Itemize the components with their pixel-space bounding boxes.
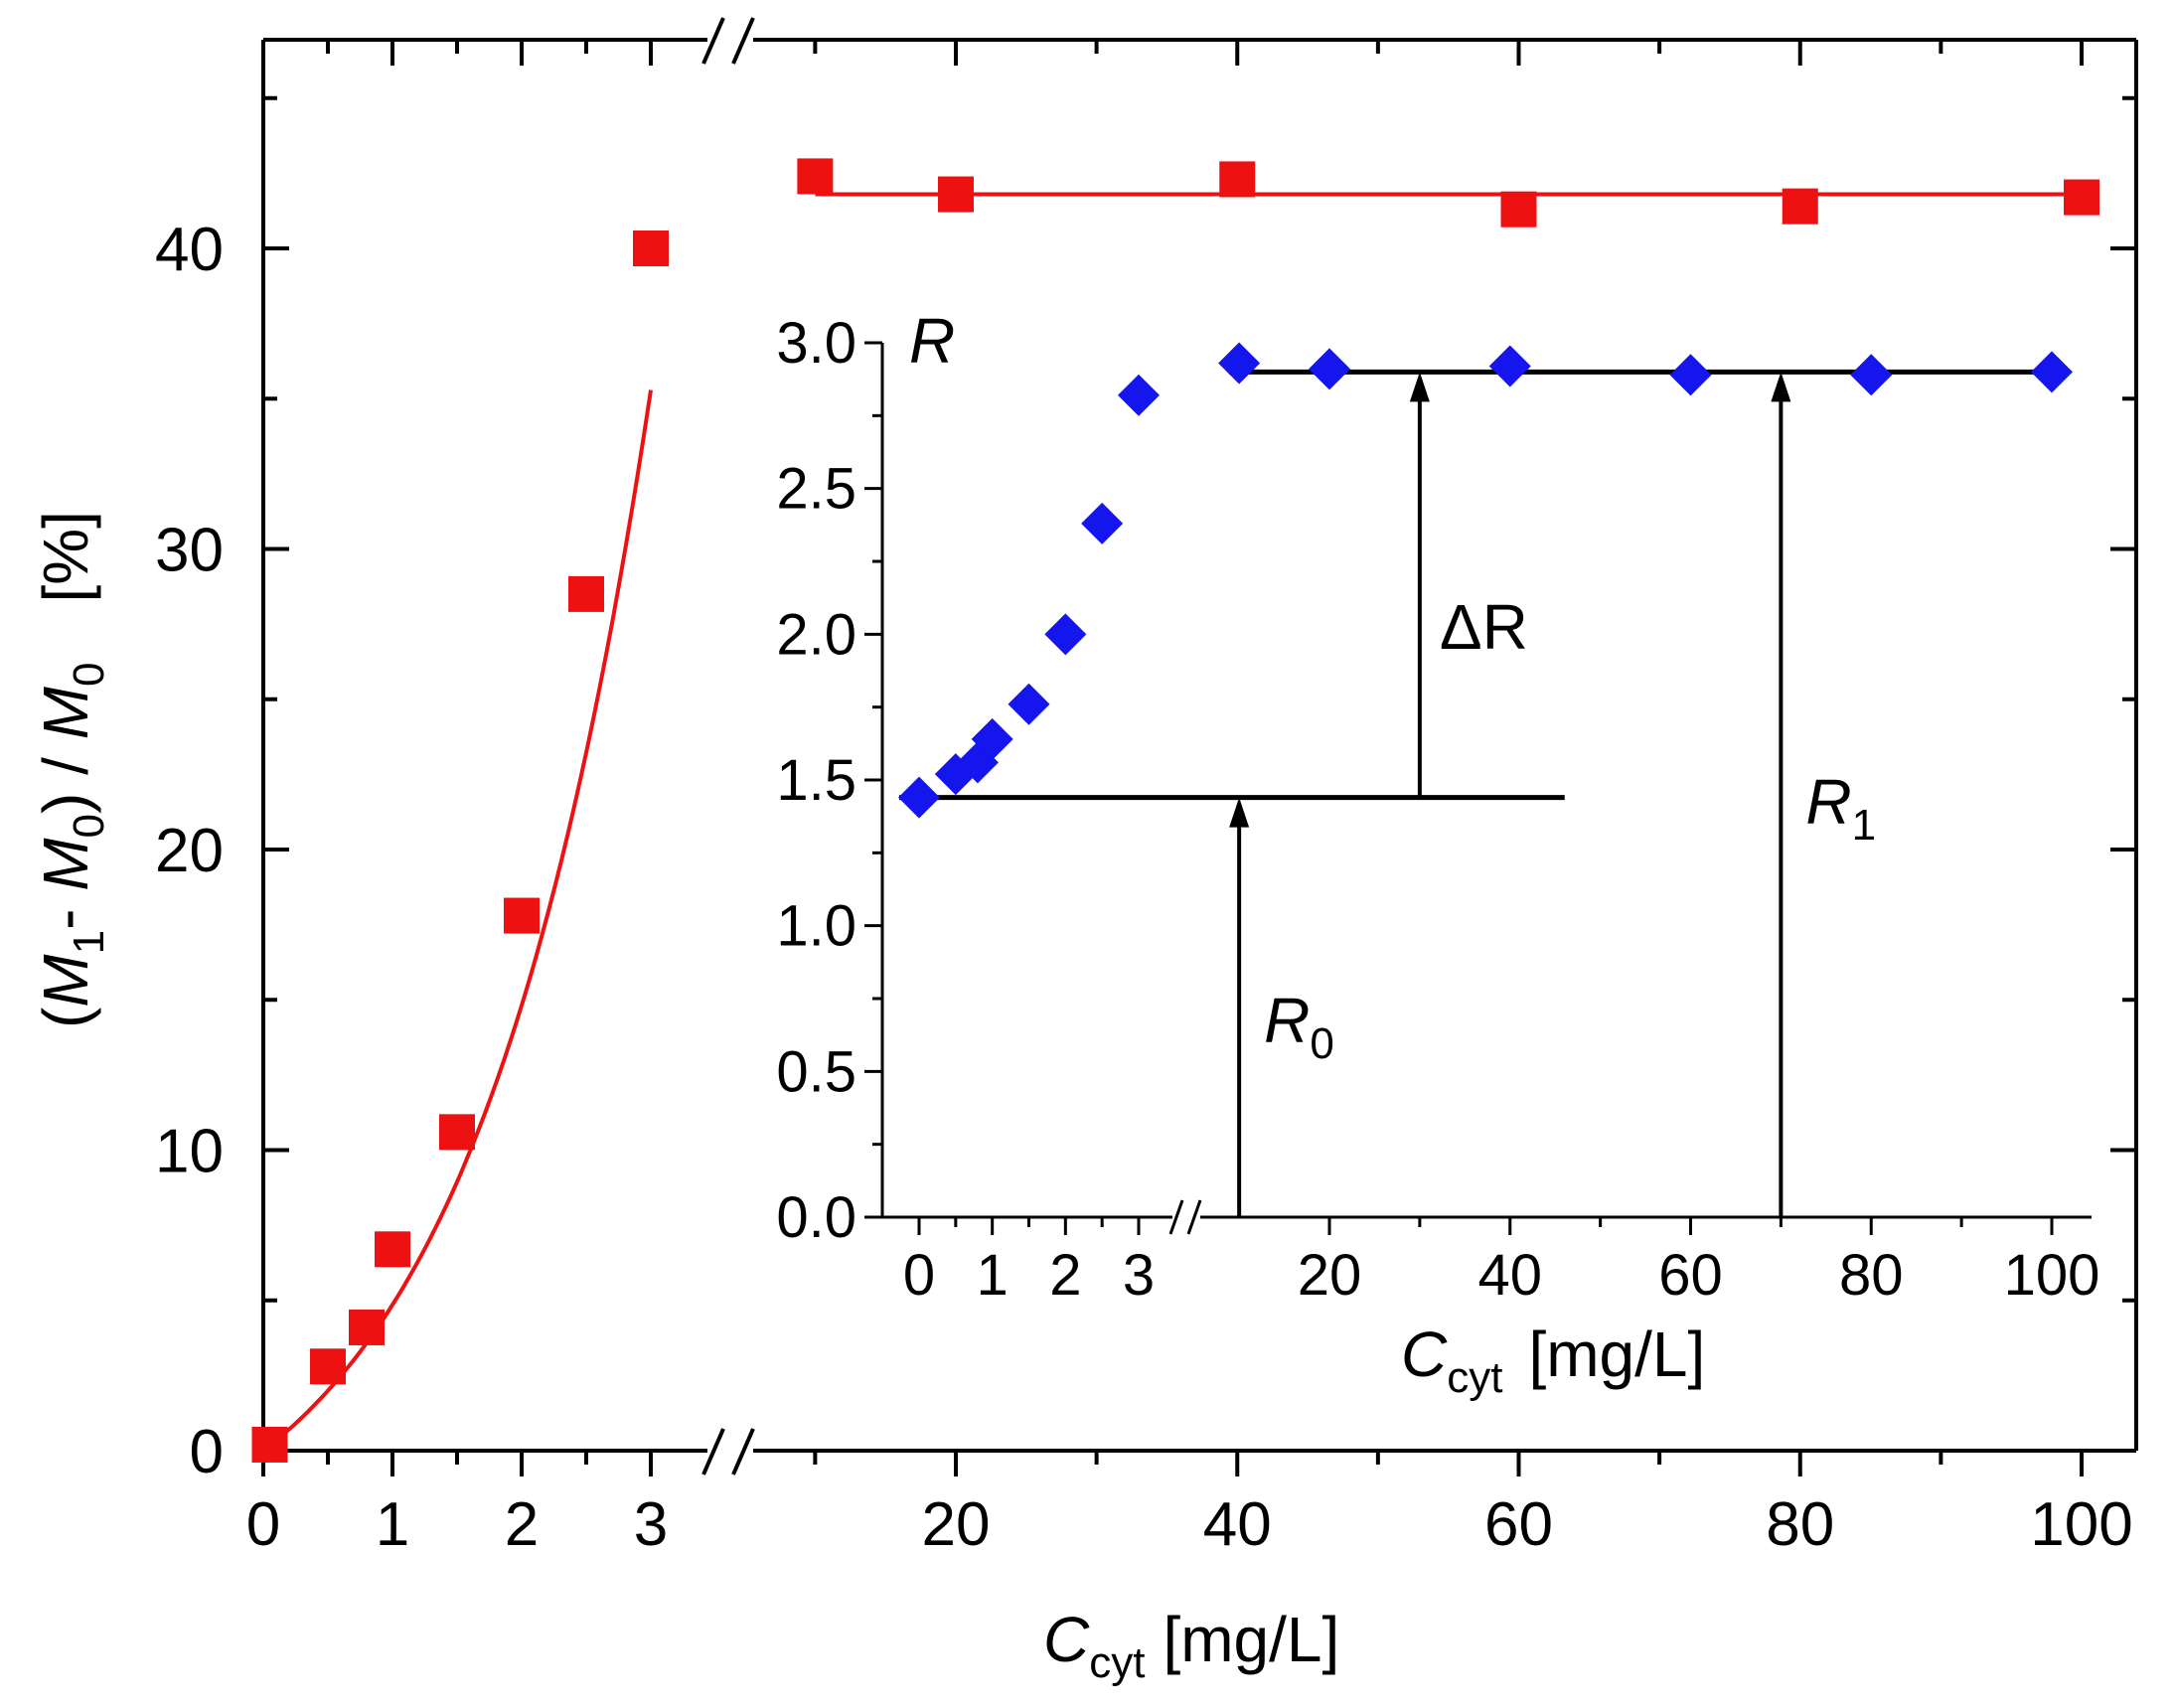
main-point-low	[568, 575, 604, 612]
inset-point-plateau	[1669, 354, 1712, 396]
delta-r-arrow-head	[1409, 372, 1430, 402]
main-point-high	[938, 176, 974, 213]
inset-point-rise	[1008, 683, 1050, 725]
inset-y-tick-label: 2.0	[776, 602, 856, 667]
main-point-low	[633, 231, 669, 266]
inset-y-axis-title: R	[909, 305, 955, 377]
main-point-low	[251, 1426, 288, 1463]
main-point-low	[375, 1231, 410, 1268]
inset-point-plateau	[2031, 351, 2073, 393]
inset-y-tick-label: 2.5	[776, 457, 856, 522]
main-x-tick-label: 0	[246, 1490, 280, 1559]
inset-x-tick-label: 0	[903, 1243, 935, 1308]
main-x-tick-label: 3	[634, 1490, 668, 1559]
main-y-m0b: M	[30, 686, 101, 739]
inset-point-plateau	[1850, 354, 1893, 396]
inset-x-axis-title: Ccyt [mg/L]	[1401, 1319, 1705, 1402]
main-fit-curves	[268, 192, 2082, 1448]
inset-axis-break-marks	[1168, 1199, 1202, 1235]
main-x-var-sub: cyt	[1089, 1638, 1145, 1687]
main-y-mid: ) /	[30, 739, 101, 814]
inset-point-plateau	[1218, 342, 1261, 385]
main-axis-break-marks	[701, 17, 755, 1475]
main-point-high	[1500, 191, 1537, 228]
main-y-tick-label: 20	[155, 817, 224, 885]
inset-y-tick-label: 0.5	[776, 1039, 856, 1104]
main-y-minus: -	[30, 891, 101, 930]
inset-point-rise	[1081, 502, 1124, 544]
inset-x-tick-label: 20	[1298, 1243, 1362, 1308]
inset-x-unit: [mg/L]	[1528, 1319, 1705, 1390]
inset-data-points	[898, 342, 2073, 819]
main-y-m0: M	[30, 838, 101, 891]
inset-axis-ticks	[864, 341, 2054, 1235]
inset-x-tick-label: 40	[1477, 1243, 1542, 1308]
inset-x-var-sub: cyt	[1447, 1353, 1502, 1402]
inset-x-tick-label: 3	[1123, 1243, 1155, 1308]
r1-arrow-head	[1771, 372, 1791, 402]
inset-y-tick-label: 3.0	[776, 311, 856, 376]
r1-label-sub: 1	[1852, 801, 1876, 850]
inset-point-plateau	[1488, 345, 1531, 388]
inset-point-rise	[898, 776, 940, 819]
inset-x-var: C	[1401, 1319, 1448, 1390]
main-y-tick-label: 30	[155, 517, 224, 585]
main-x-tick-label: 100	[2030, 1490, 2132, 1559]
main-data-points	[251, 158, 2099, 1463]
main-x-tick-label: 1	[376, 1490, 409, 1559]
inset-y-tick-label: 1.0	[776, 894, 856, 959]
main-x-tick-label: 60	[1484, 1490, 1553, 1559]
main-y-tick-label: 10	[155, 1118, 224, 1186]
inset-y-tick-label: 1.5	[776, 748, 856, 813]
inset-tick-labels: 0.00.51.01.52.02.53.00 1 2 3 20 40 60 80 100	[776, 311, 2099, 1308]
inset-point-rise	[1118, 374, 1160, 416]
main-y-unit: [%]	[30, 511, 101, 602]
r0-arrow-head	[1229, 797, 1250, 828]
main-y-m1-sub: 1	[65, 930, 113, 954]
inset-point-plateau	[1309, 348, 1350, 390]
main-fit-curve-low	[268, 389, 653, 1448]
main-y-m0-sub: 0	[65, 814, 113, 838]
r0-label-var: R	[1264, 985, 1310, 1056]
main-y-tick-label: 40	[155, 216, 224, 284]
main-point-high	[2064, 179, 2099, 216]
main-y-axis-title: (M1- M0) / M0[%]	[30, 511, 113, 1028]
main-y-tick-label: 0	[190, 1418, 224, 1486]
main-point-low	[310, 1348, 346, 1385]
inset-point-rise	[971, 717, 1013, 760]
main-x-var: C	[1043, 1604, 1090, 1675]
inset-y-tick-label: 0.0	[776, 1185, 856, 1250]
main-point-high	[1219, 161, 1256, 198]
main-x-unit: [mg/L]	[1163, 1604, 1339, 1675]
main-x-tick-label: 80	[1766, 1490, 1834, 1559]
main-point-low	[349, 1309, 385, 1345]
inset-x-tick-label: 2	[1049, 1243, 1081, 1308]
main-y-open: (	[30, 1008, 101, 1028]
inset-x-tick-label: 80	[1839, 1243, 1904, 1308]
r1-label-var: R	[1805, 766, 1851, 838]
main-point-high	[1782, 188, 1818, 225]
main-point-low	[504, 897, 540, 934]
main-x-tick-label: 2	[505, 1490, 539, 1559]
inset-x-tick-label: 1	[977, 1243, 1009, 1308]
main-y-m1: M	[30, 954, 101, 1008]
delta-r-label: ΔR	[1440, 591, 1528, 663]
main-x-axis-title: Ccyt [mg/L]	[1043, 1604, 1339, 1687]
main-point-low	[439, 1114, 475, 1151]
inset-annotation-lines	[899, 369, 2052, 1217]
inset-point-rise	[1044, 613, 1087, 656]
main-plot-frame	[261, 38, 2138, 1453]
inset-x-tick-label: 100	[2004, 1243, 2100, 1308]
main-y-m0b-sub: 0	[65, 663, 113, 687]
main-point-high	[797, 158, 834, 195]
main-x-tick-label: 40	[1203, 1490, 1272, 1559]
r0-label-sub: 0	[1310, 1019, 1333, 1068]
r1-label: R1	[1805, 766, 1876, 850]
main-x-tick-label: 20	[922, 1490, 991, 1559]
r0-label: R0	[1264, 985, 1334, 1068]
inset-x-tick-label: 60	[1658, 1243, 1723, 1308]
